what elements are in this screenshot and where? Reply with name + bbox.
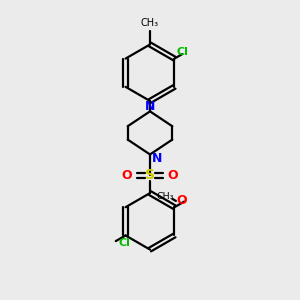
Text: CH₃: CH₃ [157,192,174,201]
Text: O: O [122,169,132,182]
Text: N: N [145,100,155,112]
Text: CH₃: CH₃ [141,18,159,28]
Text: N: N [152,152,163,164]
Text: Cl: Cl [176,47,188,57]
Text: O: O [168,169,178,182]
Text: Cl: Cl [118,238,130,248]
Text: O: O [176,194,187,207]
Text: S: S [145,168,155,182]
